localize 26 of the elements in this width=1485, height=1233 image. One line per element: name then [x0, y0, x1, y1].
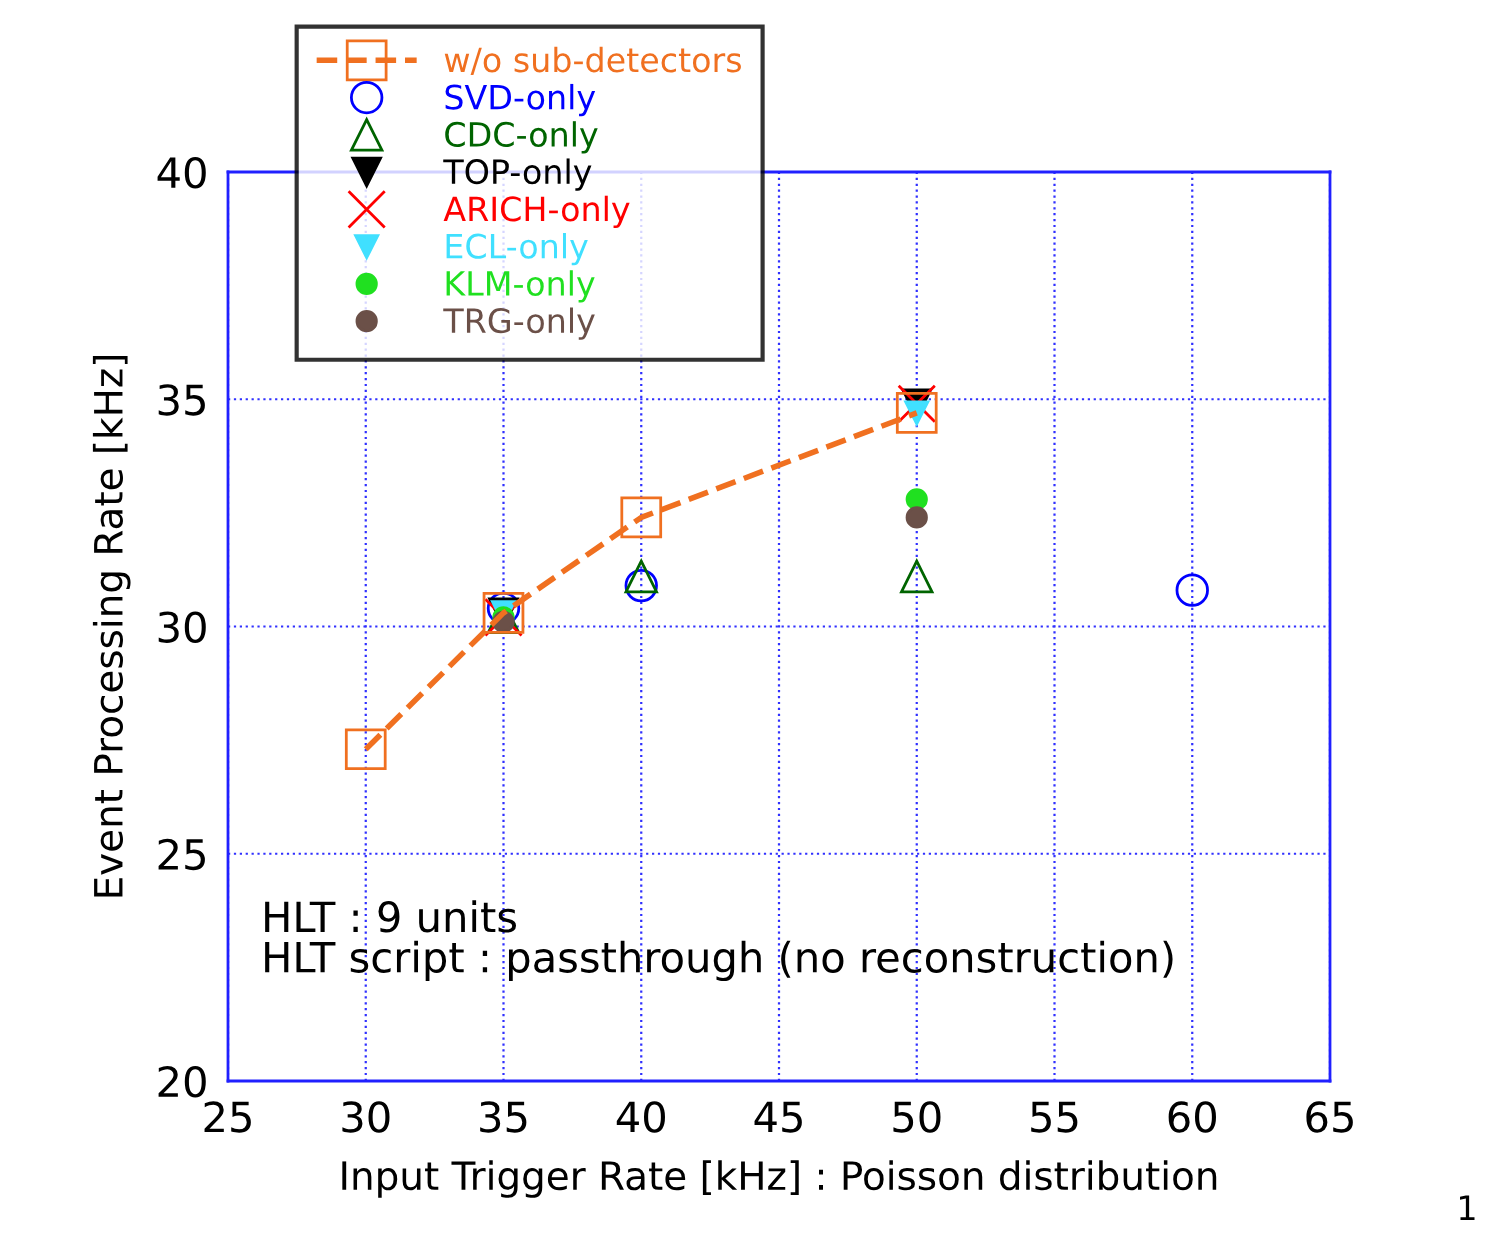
legend-label: ECL-only	[446, 232, 588, 266]
legend-label: ARICH-only	[443, 195, 630, 228]
x-axis-title: Input Trigger Rate [kHz] : Poisson distribution	[342, 1160, 1217, 1198]
x-tick-label: 35	[480, 1101, 527, 1133]
x-tick-label: 30	[342, 1101, 390, 1133]
x-tick-label: 40	[616, 1101, 665, 1133]
y-tick-label: 20	[158, 1065, 206, 1098]
x-tick-label: 50	[893, 1101, 941, 1133]
x-tick-label: 65	[1306, 1101, 1353, 1133]
x-tick-label: 25	[204, 1101, 251, 1133]
x-tick-label: 55	[1031, 1101, 1078, 1133]
y-axis-title: Event Processing Rate [kHz]	[92, 355, 131, 897]
y-tick-label: 40	[157, 156, 206, 189]
x-tick-label: 45	[754, 1101, 802, 1133]
legend-label: w/o sub-detectors	[444, 46, 741, 76]
legend-label: SVD-only	[445, 83, 596, 117]
legend-label: KLM-only	[446, 270, 595, 303]
legend-label: TOP-only	[443, 158, 592, 191]
text: 1	[1460, 1195, 1475, 1220]
y-tick-label: 35	[158, 384, 205, 416]
annotation: HLT : 9 units HLT script : passthrough (no reconstruction)	[265, 900, 1173, 982]
x-tick-label: 60	[1168, 1101, 1216, 1133]
legend-label: TRG-only	[443, 307, 595, 340]
legend-label: CDC-only	[445, 121, 598, 154]
y-tick-label: 25	[158, 838, 205, 871]
y-tick-label: 30	[158, 611, 206, 643]
